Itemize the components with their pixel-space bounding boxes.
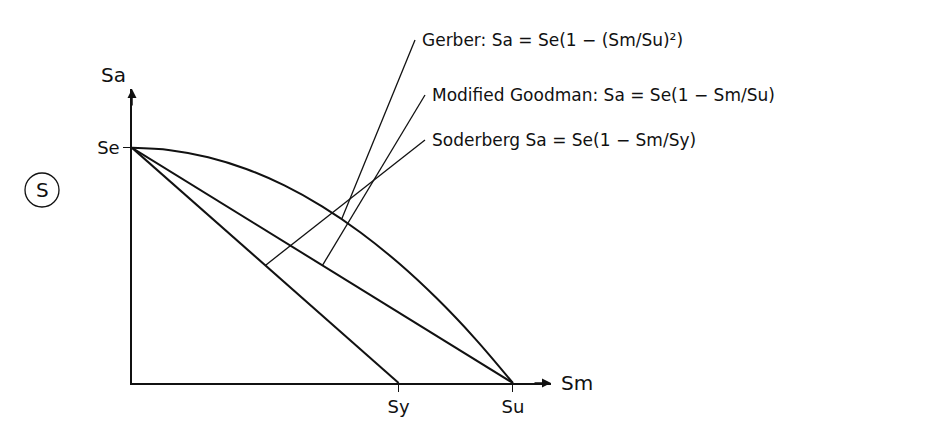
svg-text:Soderberg Sa = Se(1 − Sm/Sy): Soderberg Sa = Se(1 − Sm/Sy) xyxy=(432,130,696,150)
svg-text:Gerber: Sa = Se(1 − (Sm/Su)²): Gerber: Sa = Se(1 − (Sm/Su)²) xyxy=(422,30,683,50)
svg-text:Se: Se xyxy=(97,137,120,158)
svg-text:Sy: Sy xyxy=(388,396,410,417)
svg-text:S: S xyxy=(36,178,49,202)
svg-text:Su: Su xyxy=(501,396,524,417)
svg-text:Sa: Sa xyxy=(101,63,126,87)
svg-text:Modified Goodman: Sa = Se(1 −: Modified Goodman: Sa = Se(1 − Sm/Su) xyxy=(432,85,775,105)
svg-text:Sm: Sm xyxy=(561,371,593,395)
